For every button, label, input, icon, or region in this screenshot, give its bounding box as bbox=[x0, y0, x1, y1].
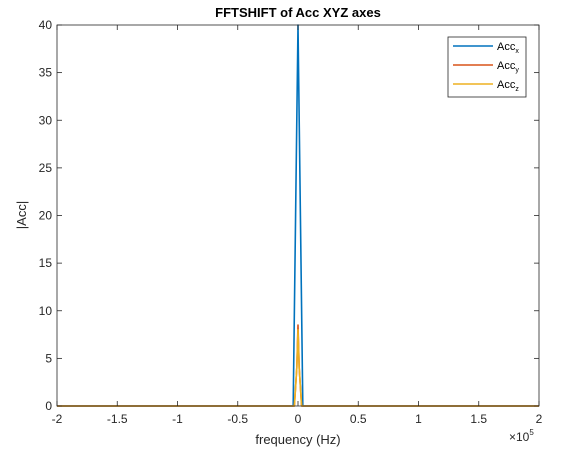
y-tick-label: 0 bbox=[45, 399, 52, 413]
legend: Accx Accy Accz bbox=[447, 36, 527, 98]
x-tick-label: 0 bbox=[295, 412, 302, 426]
x-tick-label: -2 bbox=[52, 412, 63, 426]
y-tick-label: 20 bbox=[39, 209, 53, 223]
x-axis-multiplier-base: ×10 bbox=[509, 430, 530, 444]
legend-label-y: Accy bbox=[497, 60, 519, 74]
x-tick-label: 1.5 bbox=[470, 412, 487, 426]
y-tick-label: 15 bbox=[39, 256, 53, 270]
x-tick-label: -1.5 bbox=[107, 412, 128, 426]
legend-label-z: Accz bbox=[497, 79, 519, 93]
x-axis-ticks: -2 -1.5 -1 -0.5 0 0.5 1 1.5 2 bbox=[52, 25, 543, 426]
y-tick-label: 10 bbox=[39, 304, 53, 318]
legend-label-x: Accx bbox=[497, 41, 519, 55]
x-tick-label: 2 bbox=[536, 412, 543, 426]
x-tick-label: -0.5 bbox=[227, 412, 248, 426]
y-tick-label: 25 bbox=[39, 161, 53, 175]
x-tick-label: 0.5 bbox=[350, 412, 367, 426]
x-axis-label: frequency (Hz) bbox=[255, 432, 340, 447]
y-axis-label: |Acc| bbox=[14, 201, 29, 229]
x-tick-label: -1 bbox=[172, 412, 183, 426]
x-axis-multiplier-exponent: 5 bbox=[529, 428, 534, 437]
legend-box bbox=[447, 36, 527, 98]
y-axis-ticks: 0 5 10 15 20 25 30 35 40 bbox=[39, 18, 539, 413]
y-tick-label: 5 bbox=[45, 351, 52, 365]
chart-title: FFTSHIFT of Acc XYZ axes bbox=[215, 5, 381, 20]
y-tick-label: 30 bbox=[39, 113, 53, 127]
y-tick-label: 35 bbox=[39, 66, 53, 80]
y-tick-label: 40 bbox=[39, 18, 53, 32]
x-axis-multiplier: ×105 bbox=[509, 428, 534, 444]
x-tick-label: 1 bbox=[415, 412, 422, 426]
